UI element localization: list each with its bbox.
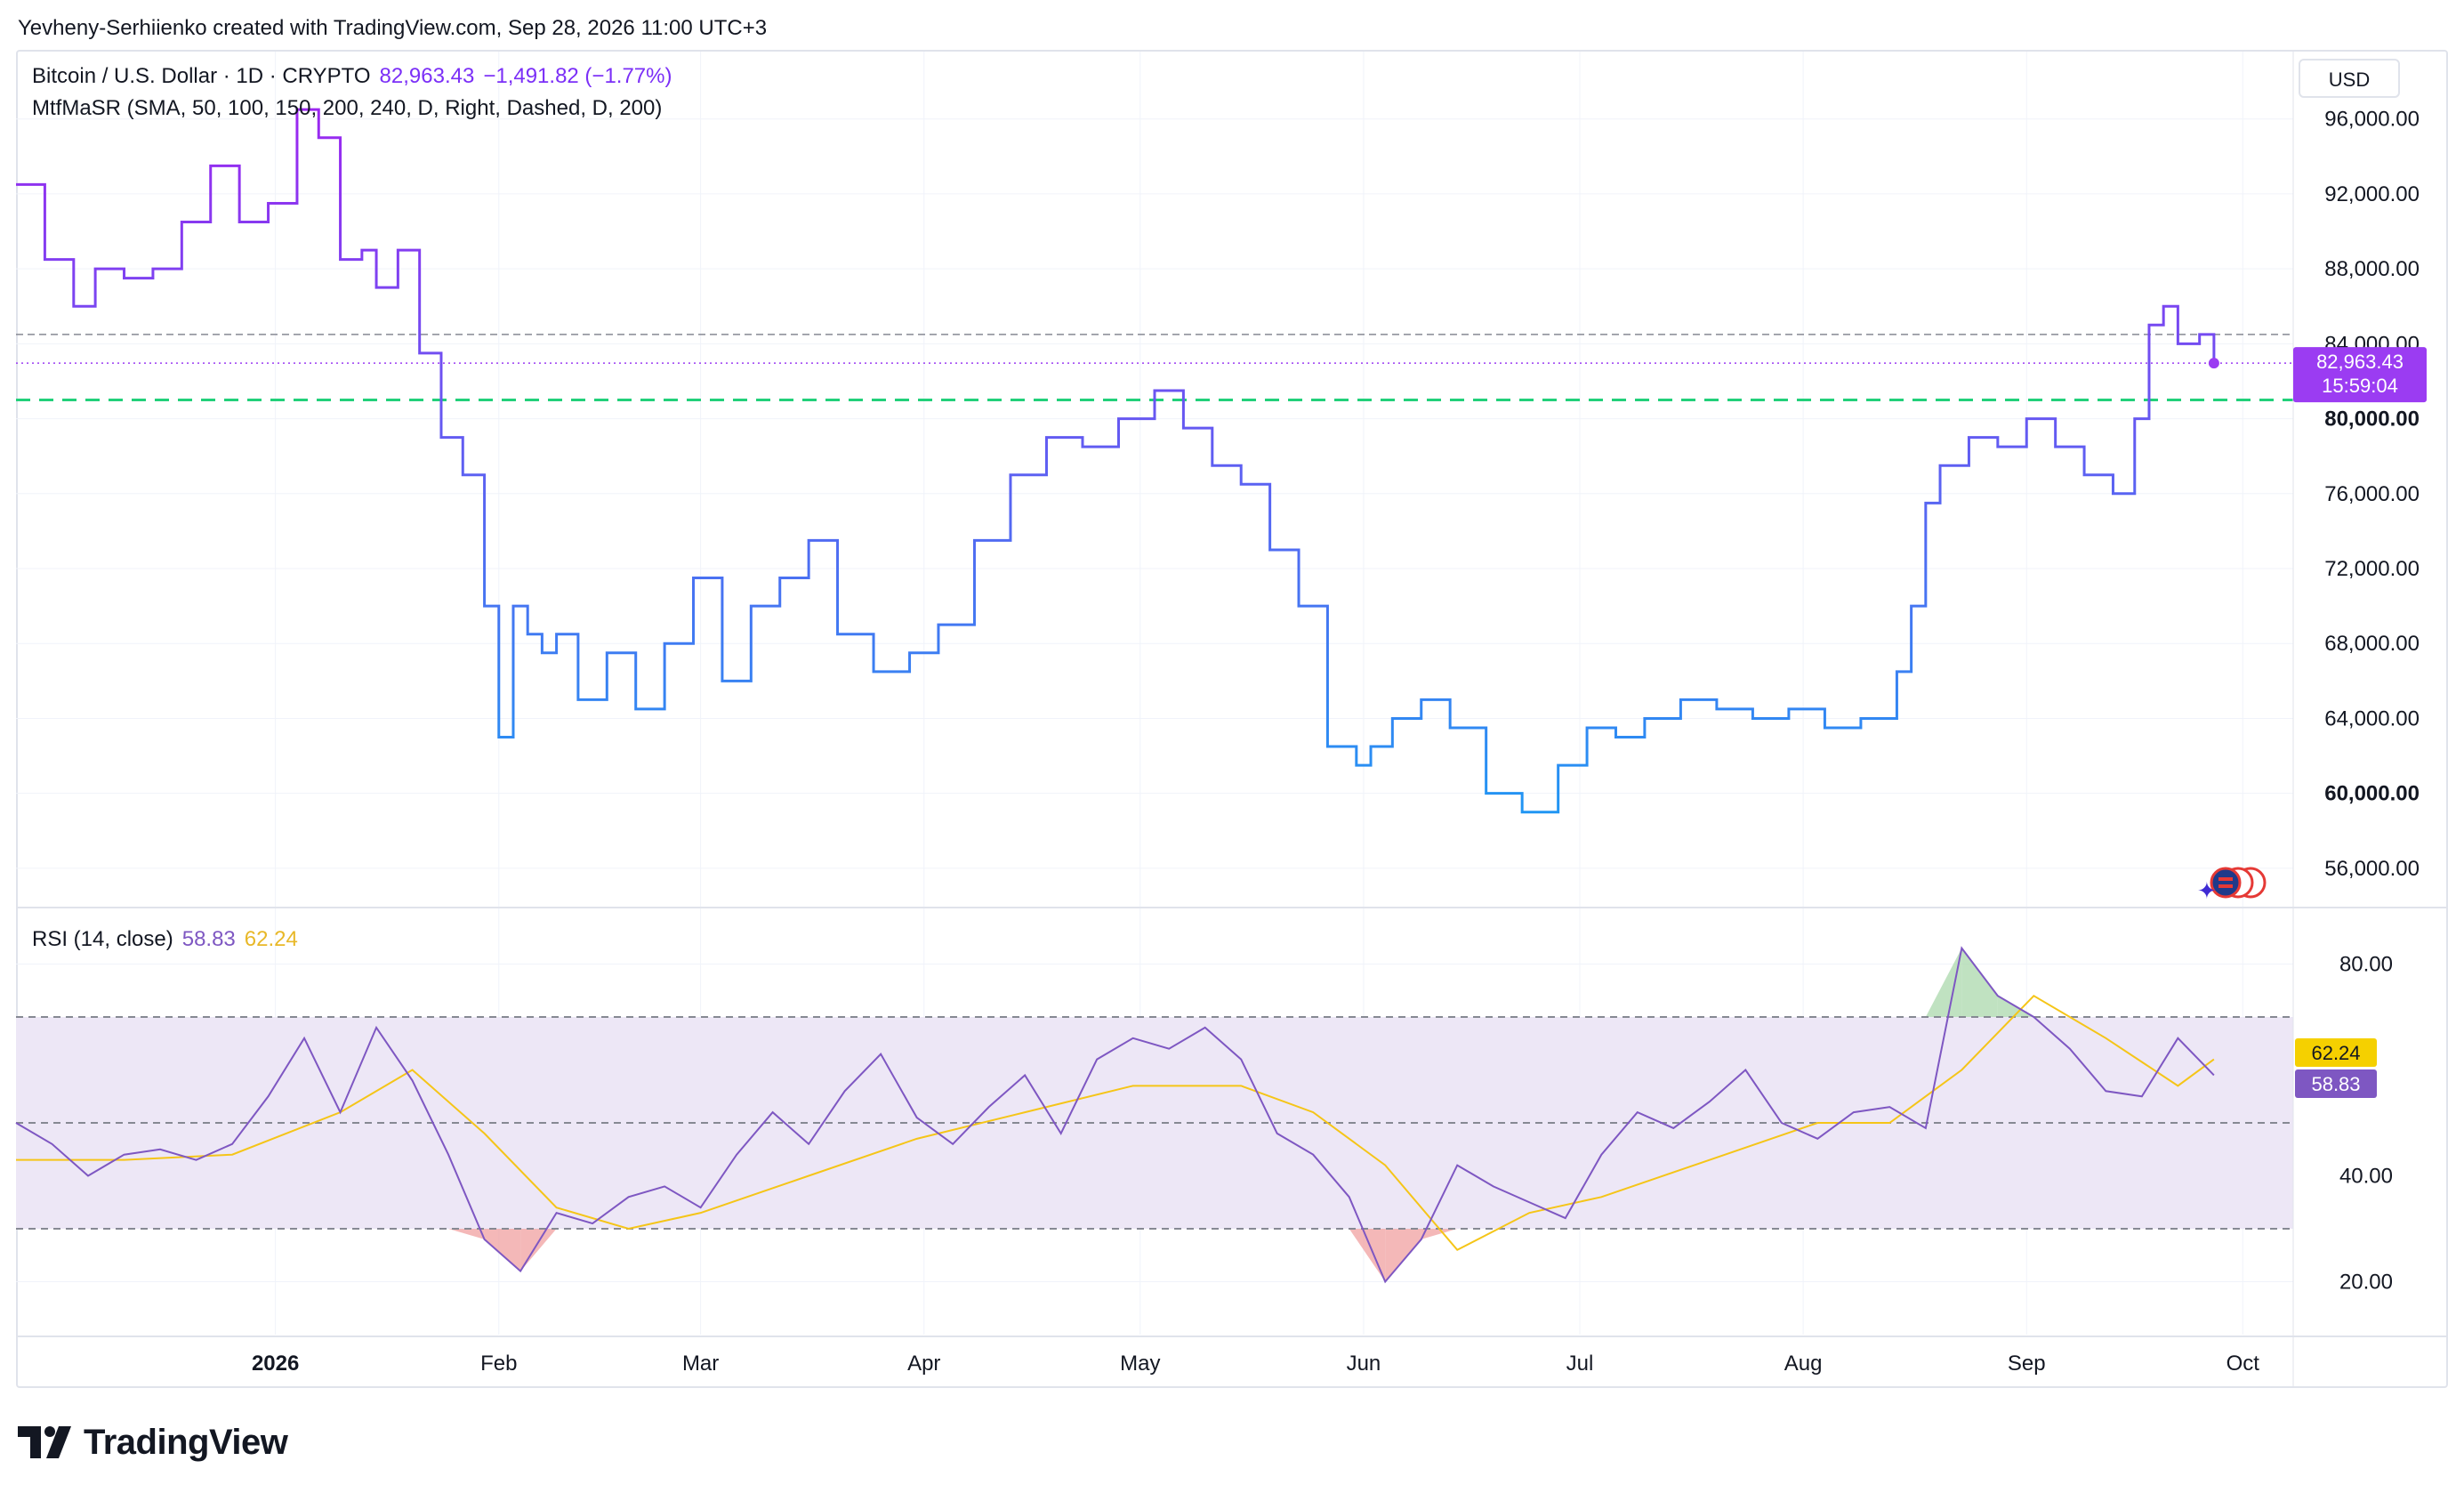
current-price-tag: 82,963.43 15:59:04 [2293, 347, 2427, 403]
price-series-line [16, 108, 2216, 814]
rsi-ma-value: 62.24 [244, 927, 298, 951]
rsi-oversold-fill [448, 1229, 485, 1239]
price-tick-label: 96,000.00 [2324, 108, 2420, 132]
price-tick-label: 68,000.00 [2324, 632, 2420, 656]
time-tick-label: Jul [1566, 1352, 1594, 1376]
rsi-tick-label: 80.00 [2339, 953, 2393, 977]
time-tick-label: Mar [682, 1352, 719, 1376]
time-tick-label: May [1120, 1352, 1160, 1376]
chart-frame [16, 50, 2448, 1388]
last-price-dot [2208, 358, 2219, 369]
time-tick-label: Oct [2226, 1352, 2260, 1376]
rsi-ma-line [16, 994, 2215, 1252]
rsi-ma-tag-label: 62.24 [2311, 1042, 2360, 1064]
time-tick-label: 2026 [252, 1352, 299, 1376]
price-tick-label: 60,000.00 [2324, 782, 2420, 806]
events-flag-icon[interactable]: ✦ [2197, 867, 2267, 905]
rsi-value: 58.83 [181, 927, 236, 951]
price-change: −1,491.82 (−1.77%) [483, 64, 672, 88]
price-tick-label: 80,000.00 [2324, 408, 2420, 432]
price-tick-label: 72,000.00 [2324, 557, 2420, 581]
rsi-oversold-fill [484, 1229, 521, 1271]
rsi-ma-tag: 62.24 [2295, 1038, 2377, 1067]
currency-button[interactable]: USD [2299, 59, 2400, 98]
time-tick-label: Jun [1347, 1352, 1381, 1376]
price-tick-label: 76,000.00 [2324, 482, 2420, 506]
rsi-tick-label: 20.00 [2339, 1271, 2393, 1295]
price-tick-label: 56,000.00 [2324, 857, 2420, 881]
rsi-overbought-fill [1961, 948, 1998, 1017]
price-legend: Bitcoin / U.S. Dollar · 1D · CRYPTO 82,96… [32, 64, 680, 89]
rsi-oversold-fill [1385, 1229, 1421, 1282]
tradingview-logo[interactable]: TradingView [18, 1420, 288, 1465]
time-tick-label: Sep [2008, 1352, 2046, 1376]
time-tick-label: Aug [1784, 1352, 1823, 1376]
chart-caption: Yevheny-Serhiienko created with TradingV… [18, 16, 768, 40]
rsi-oversold-fill [1349, 1229, 1386, 1282]
rsi-axis: 80.00 40.00 20.00 [2339, 953, 2393, 1295]
bar-countdown-label: 15:59:04 [2322, 375, 2398, 397]
rsi-oversold-fill [520, 1229, 557, 1271]
symbol-title[interactable]: Bitcoin / U.S. Dollar · 1D · CRYPTO [32, 64, 371, 88]
price-axis: 96,000.0092,000.0088,000.0084,000.0080,0… [2324, 108, 2420, 881]
indicator-legend: MtfMaSR (SMA, 50, 100, 150, 200, 240, D,… [32, 96, 671, 121]
last-price: 82,963.43 [379, 64, 475, 88]
price-tick-label: 88,000.00 [2324, 257, 2420, 281]
rsi-tag-label: 58.83 [2311, 1073, 2360, 1095]
time-tick-label: Feb [480, 1352, 517, 1376]
rsi-line [15, 946, 2215, 1284]
time-tick-label: Apr [907, 1352, 940, 1376]
tradingview-logo-icon [18, 1426, 71, 1458]
tradingview-logo-text: TradingView [84, 1422, 288, 1462]
rsi-tick-label: 40.00 [2339, 1165, 2393, 1189]
price-tick-label: 64,000.00 [2324, 706, 2420, 730]
rsi-overbought-fill [1925, 948, 1962, 1017]
rsi-title[interactable]: RSI (14, close) [32, 927, 173, 951]
indicator-title[interactable]: MtfMaSR (SMA, 50, 100, 150, 200, 240, D,… [32, 96, 663, 120]
price-tick-label: 92,000.00 [2324, 182, 2420, 206]
current-price-label: 82,963.43 [2316, 351, 2404, 373]
grid-lines [16, 52, 2293, 1335]
sparkle-icon: ✦ [2197, 878, 2217, 905]
time-axis: 2026 Feb Mar Apr May Jun Jul Aug Sep Oct [252, 1352, 2259, 1376]
rsi-extreme-fills [448, 948, 2034, 1282]
rsi-oversold-fill [1421, 1229, 1458, 1239]
rsi-legend: RSI (14, close) 58.83 62.24 [32, 927, 307, 952]
rsi-tag: 58.83 [2295, 1069, 2377, 1098]
